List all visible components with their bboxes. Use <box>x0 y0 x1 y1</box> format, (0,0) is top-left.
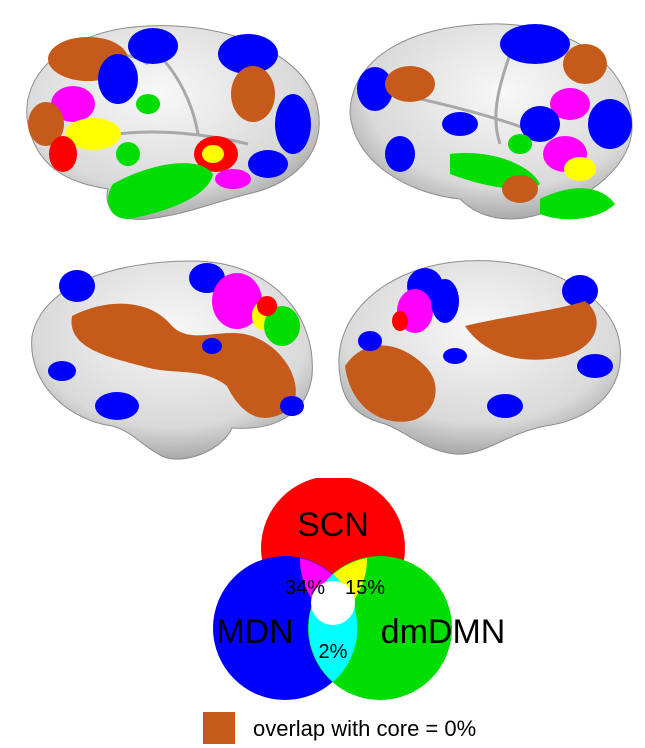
venn-mdn-label: MDN <box>216 613 293 651</box>
venn-center <box>311 581 355 625</box>
brain-right-medial <box>338 260 621 455</box>
venn-diagram: SCN MDN dmDMN 34% 15% 2% <box>213 478 505 700</box>
venn-scn-mdn-pct: 34% <box>285 577 325 599</box>
brain-right-lateral <box>349 23 633 220</box>
core-overlap-swatch <box>203 712 235 744</box>
venn-mdn-dmdmn-pct: 2% <box>319 641 348 663</box>
venn-dmdmn-label: dmDMN <box>381 613 505 651</box>
venn-scn-label: SCN <box>297 506 369 544</box>
legend: overlap with core = 0% <box>203 712 603 744</box>
brain-left-medial <box>31 260 313 460</box>
brain-left-lateral <box>26 25 320 220</box>
legend-text: overlap with core = 0% <box>253 716 477 741</box>
venn-scn-dmdmn-pct: 15% <box>345 577 385 599</box>
